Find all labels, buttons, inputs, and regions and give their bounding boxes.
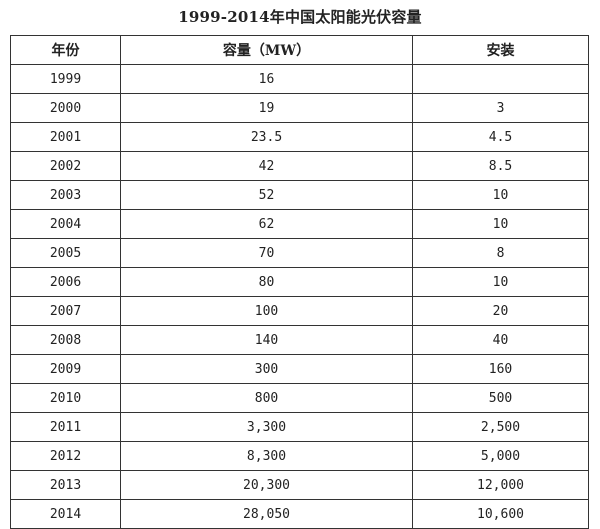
installed-cell: 40: [412, 325, 589, 355]
capacity-cell: 19: [120, 93, 413, 123]
capacity-cell: 100: [120, 296, 413, 326]
capacity-cell: 140: [120, 325, 413, 355]
installed-cell: 10: [412, 209, 589, 239]
installed-cell: 10,600: [412, 499, 589, 529]
installed-cell: 160: [412, 354, 589, 384]
table-row: 2000 19 3: [10, 93, 589, 123]
header-capacity: 容量（MW）: [120, 35, 413, 65]
capacity-cell: 52: [120, 180, 413, 210]
installed-cell: 10: [412, 267, 589, 297]
table-header: 年份 容量（MW） 安装: [10, 35, 589, 65]
installed-cell: 12,000: [412, 470, 589, 500]
capacity-cell: 62: [120, 209, 413, 239]
table-row: 2010 800 500: [10, 383, 589, 413]
table-row: 2012 8,300 5,000: [10, 441, 589, 471]
table-row: 2014 28,050 10,600: [10, 499, 589, 529]
table-row: 2001 23.5 4.5: [10, 122, 589, 152]
capacity-cell: 70: [120, 238, 413, 268]
installed-cell: 5,000: [412, 441, 589, 471]
capacity-cell: 8,300: [120, 441, 413, 471]
header-row: 年份 容量（MW） 安装: [10, 35, 589, 65]
year-cell: 2001: [10, 122, 121, 152]
table-row: 1999 16: [10, 64, 589, 94]
year-cell: 2008: [10, 325, 121, 355]
header-installed: 安装: [412, 35, 589, 65]
capacity-cell: 23.5: [120, 122, 413, 152]
header-year: 年份: [10, 35, 121, 65]
installed-cell: 500: [412, 383, 589, 413]
installed-cell: 4.5: [412, 122, 589, 152]
year-cell: 2004: [10, 209, 121, 239]
installed-cell: 8: [412, 238, 589, 268]
table-row: 2003 52 10: [10, 180, 589, 210]
year-cell: 2003: [10, 180, 121, 210]
capacity-cell: 3,300: [120, 412, 413, 442]
year-cell: 2009: [10, 354, 121, 384]
table-row: 2004 62 10: [10, 209, 589, 239]
installed-cell: 2,500: [412, 412, 589, 442]
capacity-cell: 800: [120, 383, 413, 413]
table-title: 1999-2014年中国太阳能光伏容量: [178, 8, 422, 26]
table-row: 2006 80 10: [10, 267, 589, 297]
year-cell: 2002: [10, 151, 121, 181]
table-row: 2008 140 40: [10, 325, 589, 355]
capacity-cell: 20,300: [120, 470, 413, 500]
capacity-cell: 80: [120, 267, 413, 297]
year-cell: 2013: [10, 470, 121, 500]
year-cell: 1999: [10, 64, 121, 94]
capacity-cell: 28,050: [120, 499, 413, 529]
capacity-table: 年份 容量（MW） 安装 1999 16 2000 19 3 2001 23.5 4.5 200…: [10, 35, 589, 529]
table-row: 2013 20,300 12,000: [10, 470, 589, 500]
table-body: 1999 16 2000 19 3 2001 23.5 4.5 2002 42 8.5 2003 52 1…: [10, 64, 589, 529]
year-cell: 2011: [10, 412, 121, 442]
capacity-cell: 42: [120, 151, 413, 181]
year-cell: 2007: [10, 296, 121, 326]
installed-cell: [412, 64, 589, 94]
year-cell: 2000: [10, 93, 121, 123]
table-row: 2002 42 8.5: [10, 151, 589, 181]
table-row: 2011 3,300 2,500: [10, 412, 589, 442]
table-row: 2007 100 20: [10, 296, 589, 326]
table-row: 2005 70 8: [10, 238, 589, 268]
installed-cell: 3: [412, 93, 589, 123]
capacity-cell: 16: [120, 64, 413, 94]
installed-cell: 10: [412, 180, 589, 210]
year-cell: 2010: [10, 383, 121, 413]
year-cell: 2005: [10, 238, 121, 268]
installed-cell: 20: [412, 296, 589, 326]
table-row: 2009 300 160: [10, 354, 589, 384]
year-cell: 2014: [10, 499, 121, 529]
year-cell: 2006: [10, 267, 121, 297]
installed-cell: 8.5: [412, 151, 589, 181]
year-cell: 2012: [10, 441, 121, 471]
capacity-cell: 300: [120, 354, 413, 384]
